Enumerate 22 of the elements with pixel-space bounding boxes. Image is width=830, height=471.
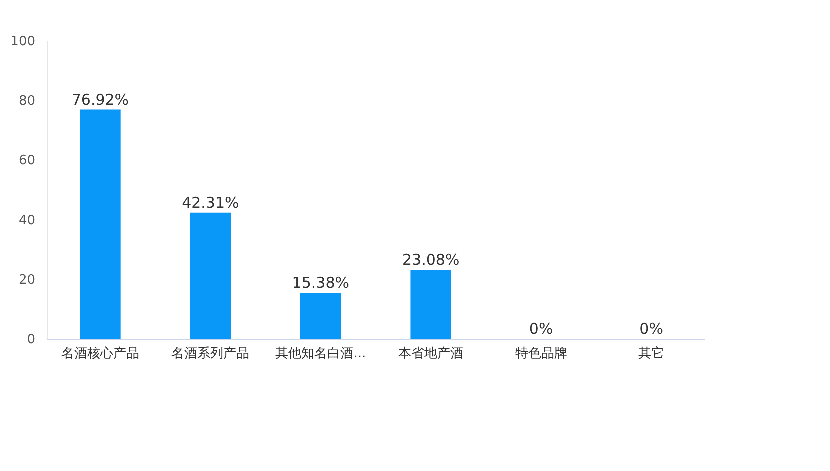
x-tick-label: 名酒核心产品 (61, 346, 140, 362)
x-tick-label: 特色品牌 (515, 346, 568, 362)
data-label: 76.92% (72, 90, 130, 109)
bar (410, 270, 452, 339)
y-tick-label: 40 (18, 213, 36, 228)
data-label: 23.08% (402, 251, 460, 270)
x-tick-label: 名酒系列产品 (172, 346, 250, 362)
y-tick-label: 100 (10, 34, 36, 50)
bar (80, 110, 121, 339)
y-tick-label: 80 (18, 94, 36, 110)
x-tick-label: 本省地产酒 (398, 346, 464, 362)
data-label: 0% (529, 320, 554, 338)
y-tick-label: 60 (18, 154, 36, 169)
bar (190, 212, 232, 339)
bar (300, 293, 342, 339)
data-label: 42.31% (182, 194, 240, 212)
data-label: 15.38% (292, 274, 350, 292)
y-tick-label: 0 (27, 332, 36, 348)
y-tick-label: 20 (18, 272, 36, 288)
x-tick-label: 其他知名白酒... (276, 346, 366, 362)
x-tick-label: 其它 (638, 346, 665, 362)
data-label: 0% (640, 320, 664, 338)
